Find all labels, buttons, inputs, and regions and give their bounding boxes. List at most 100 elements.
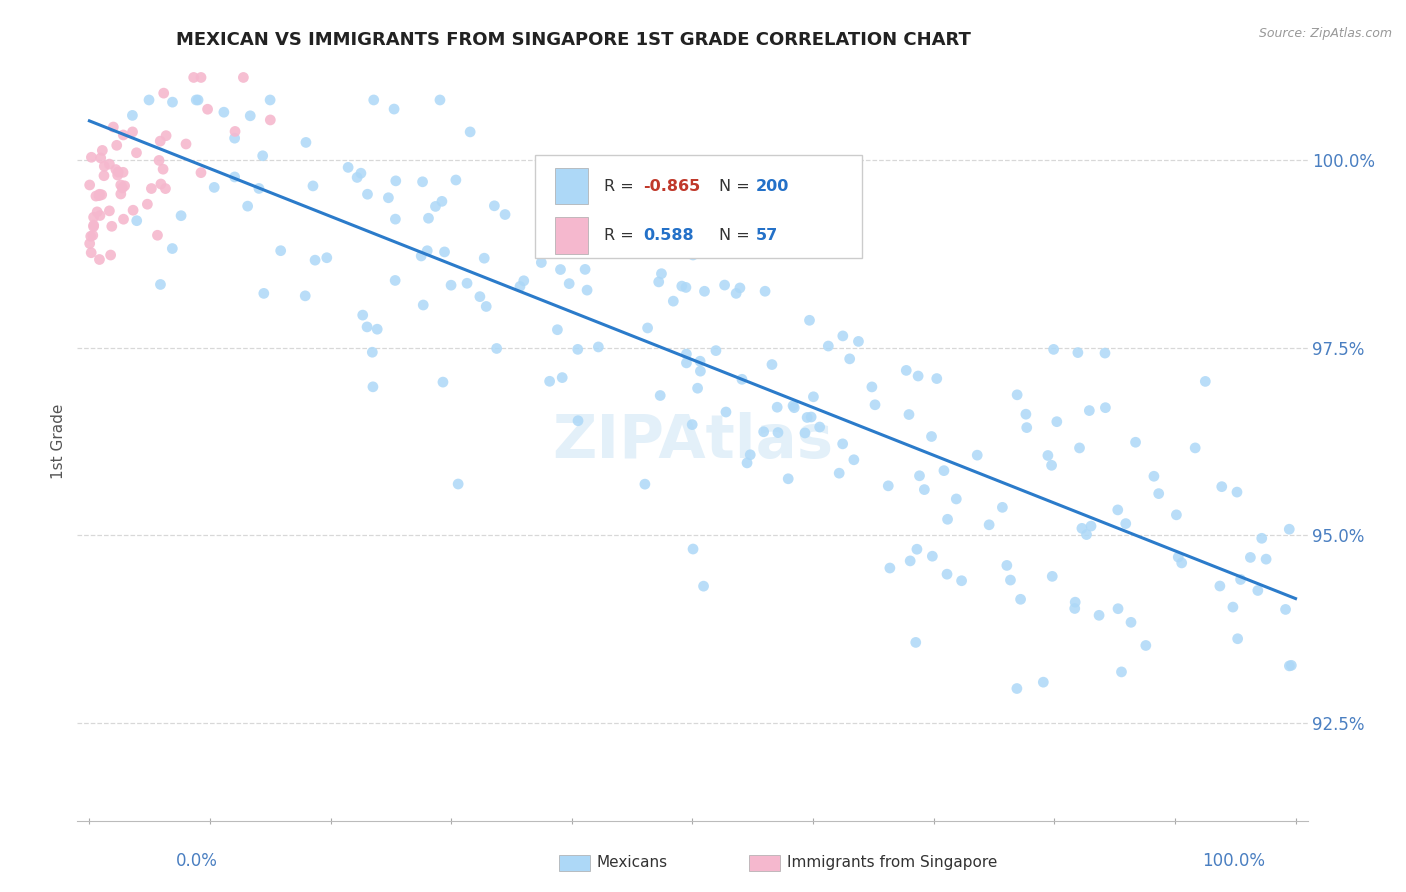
Point [838,351,860,366]
Point [1032,675,1054,690]
Text: N =: N = [720,228,755,243]
Point [114,178,136,193]
Point [1226,485,1249,500]
Point [1088,608,1111,623]
Text: Immigrants from Singapore: Immigrants from Singapore [787,855,997,870]
Point [148,153,170,168]
Point [1010,592,1032,607]
Point [682,541,704,556]
Point [152,86,174,100]
Text: ZIPAtlas: ZIPAtlas [553,412,832,471]
Point [782,399,804,413]
Point [79,236,101,251]
Point [104,162,127,177]
Point [98,157,121,171]
Point [1209,579,1232,593]
Point [110,186,132,201]
Point [259,93,281,107]
Point [87,188,110,202]
Point [907,369,929,384]
Point [1107,601,1129,615]
Point [675,356,697,370]
Point [650,388,672,402]
Point [671,279,693,293]
Point [384,212,406,227]
Text: R =: R = [605,228,638,243]
Point [509,279,531,293]
Point [259,112,281,127]
Point [82,228,104,243]
Point [803,390,825,404]
Point [936,567,959,582]
Point [89,252,111,267]
Point [725,286,748,301]
Point [817,339,839,353]
Point [304,253,326,268]
Text: N =: N = [720,178,755,194]
Text: Source: ZipAtlas.com: Source: ZipAtlas.com [1258,27,1392,40]
Point [740,448,762,462]
Point [356,187,378,202]
Point [686,381,709,395]
Point [945,491,967,506]
Point [728,281,751,295]
Point [1000,573,1022,587]
Point [1080,519,1102,533]
Point [905,542,928,557]
Point [650,267,672,281]
Point [1147,486,1170,500]
Point [107,168,129,182]
Point [174,136,197,151]
Point [766,401,789,415]
Point [80,229,103,244]
Point [89,187,111,202]
Point [447,477,470,491]
Point [1239,550,1261,565]
Point [848,334,870,349]
Point [472,251,495,265]
Point [704,343,727,358]
Point [418,211,440,226]
Point [352,308,374,322]
Point [90,187,112,202]
Point [1076,527,1098,541]
Point [83,219,105,233]
Point [1063,601,1085,615]
Point [1184,441,1206,455]
Point [808,420,831,434]
Point [107,165,129,179]
Point [485,342,508,356]
Point [1069,441,1091,455]
Point [1135,639,1157,653]
Point [155,181,177,195]
Point [91,144,114,158]
Point [796,410,818,425]
Point [112,165,135,179]
Point [966,448,988,462]
Point [411,249,433,263]
Point [138,93,160,107]
Point [1274,602,1296,616]
Point [468,290,491,304]
Point [89,209,111,223]
Point [648,275,671,289]
Point [253,286,276,301]
Point [252,149,274,163]
Point [356,319,378,334]
Point [294,289,316,303]
Point [979,517,1001,532]
Point [1125,435,1147,450]
Point [921,429,943,443]
Point [761,358,783,372]
Point [146,228,169,243]
Point [692,579,714,593]
Point [530,255,553,269]
Text: 100.0%: 100.0% [1202,852,1265,870]
Point [842,452,865,467]
Point [377,191,399,205]
Point [247,181,270,195]
Point [429,93,451,107]
Point [170,209,193,223]
Point [1229,573,1251,587]
Point [1222,600,1244,615]
